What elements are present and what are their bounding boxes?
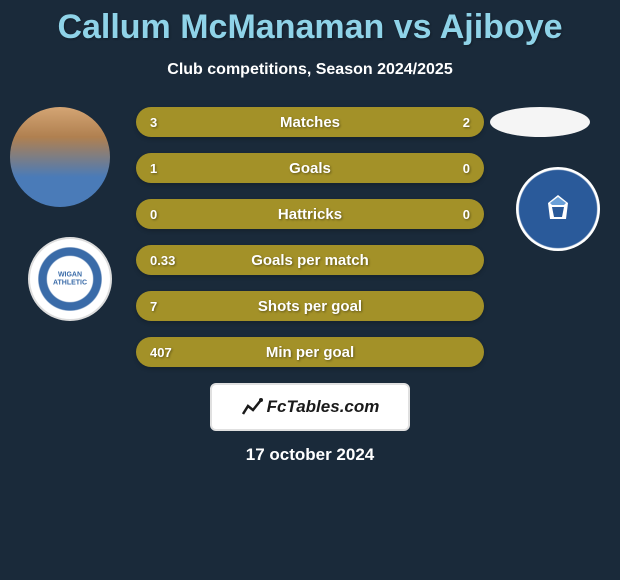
stat-value-right: 0 (463, 161, 470, 176)
footer-date: 17 october 2024 (0, 445, 620, 465)
stat-label: Shots per goal (258, 298, 362, 315)
stat-value-right: 0 (463, 207, 470, 222)
stat-row: 0 Hattricks 0 (136, 199, 484, 229)
brand-text: FcTables.com (267, 397, 380, 417)
club-badge-right (516, 167, 600, 251)
wigan-badge-text: WIGANATHLETIC (53, 271, 87, 286)
stat-row: 407 Min per goal (136, 337, 484, 367)
stat-value-right: 2 (463, 115, 470, 130)
player-left-photo (10, 107, 110, 207)
player-right-photo (490, 107, 590, 137)
brand-badge: FcTables.com (210, 383, 410, 431)
page-title: Callum McManaman vs Ajiboye (0, 0, 620, 47)
stat-value-left: 0 (150, 207, 157, 222)
stat-value-left: 1 (150, 161, 157, 176)
stat-value-left: 7 (150, 299, 157, 314)
stat-value-left: 3 (150, 115, 157, 130)
stat-value-left: 407 (150, 345, 172, 360)
stat-label: Min per goal (266, 344, 354, 361)
brand-icon (241, 396, 263, 418)
stat-row: 1 Goals 0 (136, 153, 484, 183)
stat-label: Goals per match (251, 252, 369, 269)
stat-row: 7 Shots per goal (136, 291, 484, 321)
stat-value-left: 0.33 (150, 253, 175, 268)
peterborough-icon (538, 189, 578, 229)
club-badge-left: WIGANATHLETIC (28, 237, 112, 321)
stat-row: 0.33 Goals per match (136, 245, 484, 275)
stat-label: Hattricks (278, 206, 342, 223)
subtitle: Club competitions, Season 2024/2025 (0, 61, 620, 79)
comparison-content: WIGANATHLETIC 3 Matches 2 1 Goals 0 0 Hattricks… (0, 107, 620, 367)
stat-label: Goals (289, 160, 331, 177)
stat-row: 3 Matches 2 (136, 107, 484, 137)
stats-container: 3 Matches 2 1 Goals 0 0 Hattricks 0 0.33 Goals per… (136, 107, 484, 367)
stat-label: Matches (280, 114, 340, 131)
